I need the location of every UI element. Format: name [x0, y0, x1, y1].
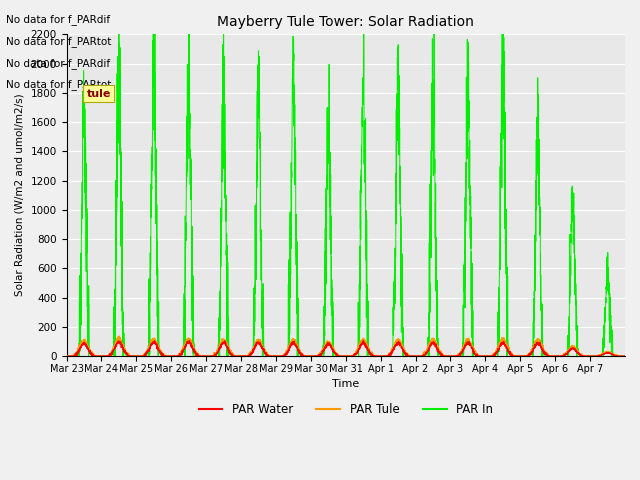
Legend: PAR Water, PAR Tule, PAR In: PAR Water, PAR Tule, PAR In — [194, 398, 498, 421]
Text: tule: tule — [86, 89, 111, 99]
Title: Mayberry Tule Tower: Solar Radiation: Mayberry Tule Tower: Solar Radiation — [218, 15, 474, 29]
X-axis label: Time: Time — [332, 379, 360, 389]
Text: No data for f_PARtot: No data for f_PARtot — [6, 36, 112, 47]
Text: No data for f_PARdif: No data for f_PARdif — [6, 14, 111, 25]
Text: No data for f_PARtot: No data for f_PARtot — [6, 79, 112, 90]
Text: No data for f_PARdif: No data for f_PARdif — [6, 58, 111, 69]
Y-axis label: Solar Radiation (W/m2 and umol/m2/s): Solar Radiation (W/m2 and umol/m2/s) — [15, 94, 25, 297]
